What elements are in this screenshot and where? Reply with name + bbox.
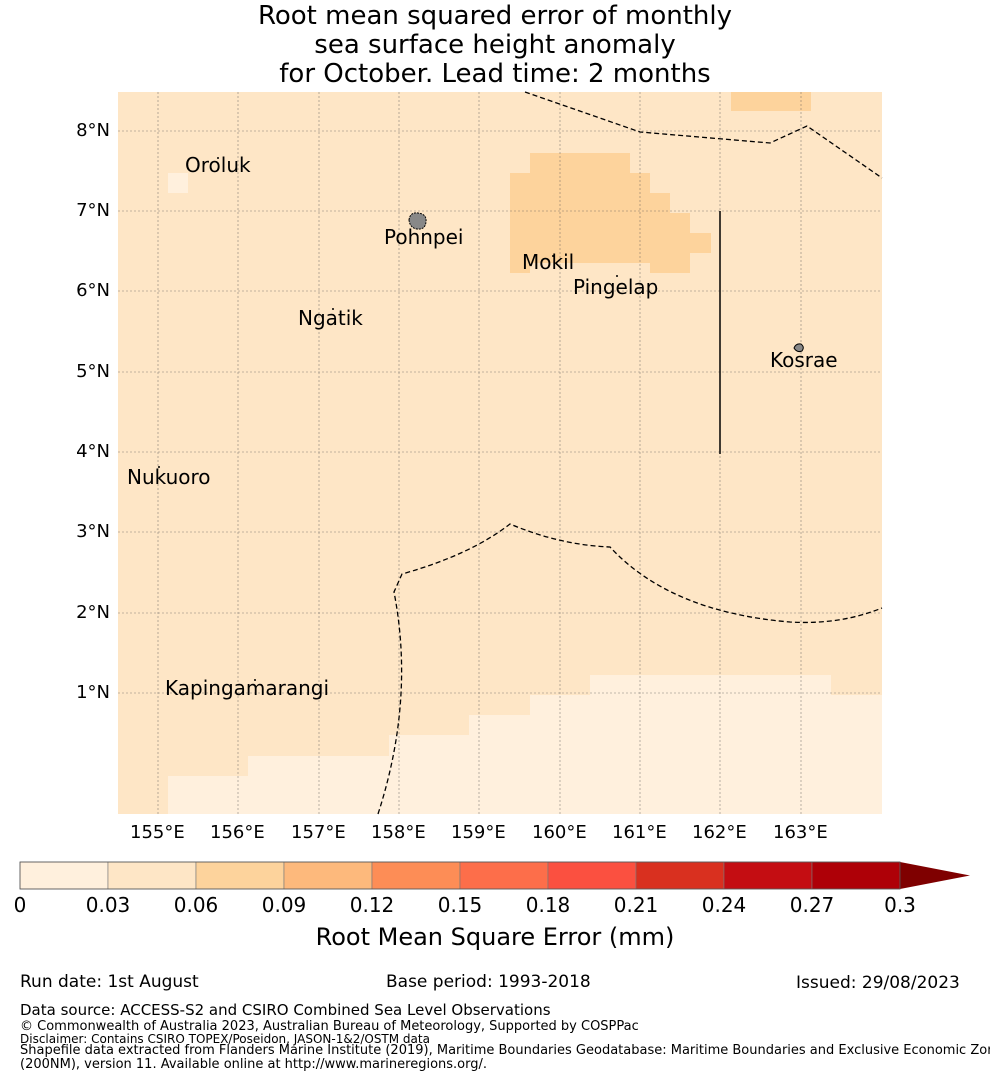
title-line-3: for October. Lead time: 2 months xyxy=(279,59,711,89)
colorbar-segment xyxy=(107,861,197,890)
colorbar-tick: 0.09 xyxy=(261,893,307,917)
colorbar-tick: 0 xyxy=(13,893,27,917)
colorbar-tick: 0.18 xyxy=(525,893,571,917)
shapefile-credit-1: Shapefile data extracted from Flanders M… xyxy=(20,1043,990,1058)
colorbar-label: Root Mean Square Error (mm) xyxy=(315,923,675,951)
eez-north xyxy=(524,91,883,179)
colorbar-segment xyxy=(19,861,109,890)
copyright: © Commonwealth of Australia 2023, Austra… xyxy=(20,1019,639,1034)
label-pohnpei: Pohnpei xyxy=(384,225,464,249)
colorbar-tick: 0.12 xyxy=(349,893,395,917)
shapefile-credit-2: (200NM), version 11. Available online at… xyxy=(20,1057,488,1072)
colorbar-segment xyxy=(283,861,373,890)
label-kosrae: Kosrae xyxy=(770,348,838,372)
lat-label-1n: 1°N xyxy=(76,682,110,703)
colorbar-segment xyxy=(459,861,549,890)
lat-label-5n: 5°N xyxy=(76,361,110,382)
colorbar-tick: 0.24 xyxy=(701,893,747,917)
mid-error-region xyxy=(510,153,711,273)
issued-date: Issued: 29/08/2023 xyxy=(796,973,960,993)
title-line-1: Root mean squared error of monthly xyxy=(257,1,733,31)
label-mokil: Mokil xyxy=(522,250,575,274)
colorbar-tick: 0.06 xyxy=(173,893,219,917)
title-line-2: sea surface height anomaly xyxy=(314,30,676,60)
disclaimer: Disclaimer: Contains CSIRO TOPEX/Poseido… xyxy=(20,1032,430,1046)
low-error-region xyxy=(168,675,882,814)
colorbar-segment xyxy=(635,861,725,890)
base-period: Base period: 1993-2018 xyxy=(386,972,591,992)
pohnpei-island xyxy=(408,212,427,230)
label-oroluk: Oroluk xyxy=(185,153,251,177)
lon-label-163e: 163°E xyxy=(773,822,828,843)
lon-label-160e: 160°E xyxy=(532,822,587,843)
ngatik-dot xyxy=(332,308,334,310)
kosrae-island xyxy=(793,343,804,353)
colorbar xyxy=(19,861,970,890)
colorbar-segment xyxy=(195,861,285,890)
lon-label-159e: 159°E xyxy=(451,822,506,843)
lat-label-8n: 8°N xyxy=(76,120,110,141)
eez-south xyxy=(377,523,883,815)
colorbar-tick: 0.03 xyxy=(85,893,131,917)
lat-label-4n: 4°N xyxy=(76,441,110,462)
lat-label-2n: 2°N xyxy=(76,602,110,623)
eez-boundaries xyxy=(377,91,883,815)
mokil-dot xyxy=(552,255,554,257)
colorbar-tick: 0.15 xyxy=(437,893,483,917)
mid-error-cell-north xyxy=(731,92,811,111)
label-pingelap: Pingelap xyxy=(573,275,659,299)
colorbar-segment xyxy=(547,861,637,890)
colorbar-tick: 0.27 xyxy=(789,893,835,917)
atoll-dots xyxy=(158,157,618,681)
lon-label-156e: 156°E xyxy=(210,822,265,843)
colorbar-extend-arrow xyxy=(900,862,970,889)
pingelap-dot xyxy=(616,275,618,277)
kapinga-dot xyxy=(254,679,256,681)
lon-label-157e: 157°E xyxy=(291,822,346,843)
label-ngatik: Ngatik xyxy=(298,306,363,330)
nukuoro-dot xyxy=(158,466,160,468)
lon-label-155e: 155°E xyxy=(130,822,185,843)
map-title: Root mean squared error of monthly sea s… xyxy=(0,2,990,89)
lon-label-161e: 161°E xyxy=(612,822,667,843)
lat-label-7n: 7°N xyxy=(76,200,110,221)
colorbar-segment xyxy=(723,861,813,890)
lon-label-158e: 158°E xyxy=(371,822,426,843)
label-nukuoro: Nukuoro xyxy=(127,465,211,489)
low-error-cell xyxy=(168,173,188,193)
label-kapingamarangi: Kapingamarangi xyxy=(165,676,330,700)
run-date: Run date: 1st August xyxy=(20,972,199,992)
colorbar-segment xyxy=(371,861,461,890)
oroluk-dot xyxy=(217,157,219,159)
colorbar-tick: 0.21 xyxy=(613,893,659,917)
colorbar-border xyxy=(19,861,901,890)
lat-label-6n: 6°N xyxy=(76,280,110,301)
lon-label-162e: 162°E xyxy=(692,822,747,843)
lat-label-3n: 3°N xyxy=(76,521,110,542)
colorbar-tick: 0.3 xyxy=(884,893,916,917)
data-source: Data source: ACCESS-S2 and CSIRO Combine… xyxy=(20,1001,551,1019)
colorbar-segment xyxy=(811,861,901,890)
